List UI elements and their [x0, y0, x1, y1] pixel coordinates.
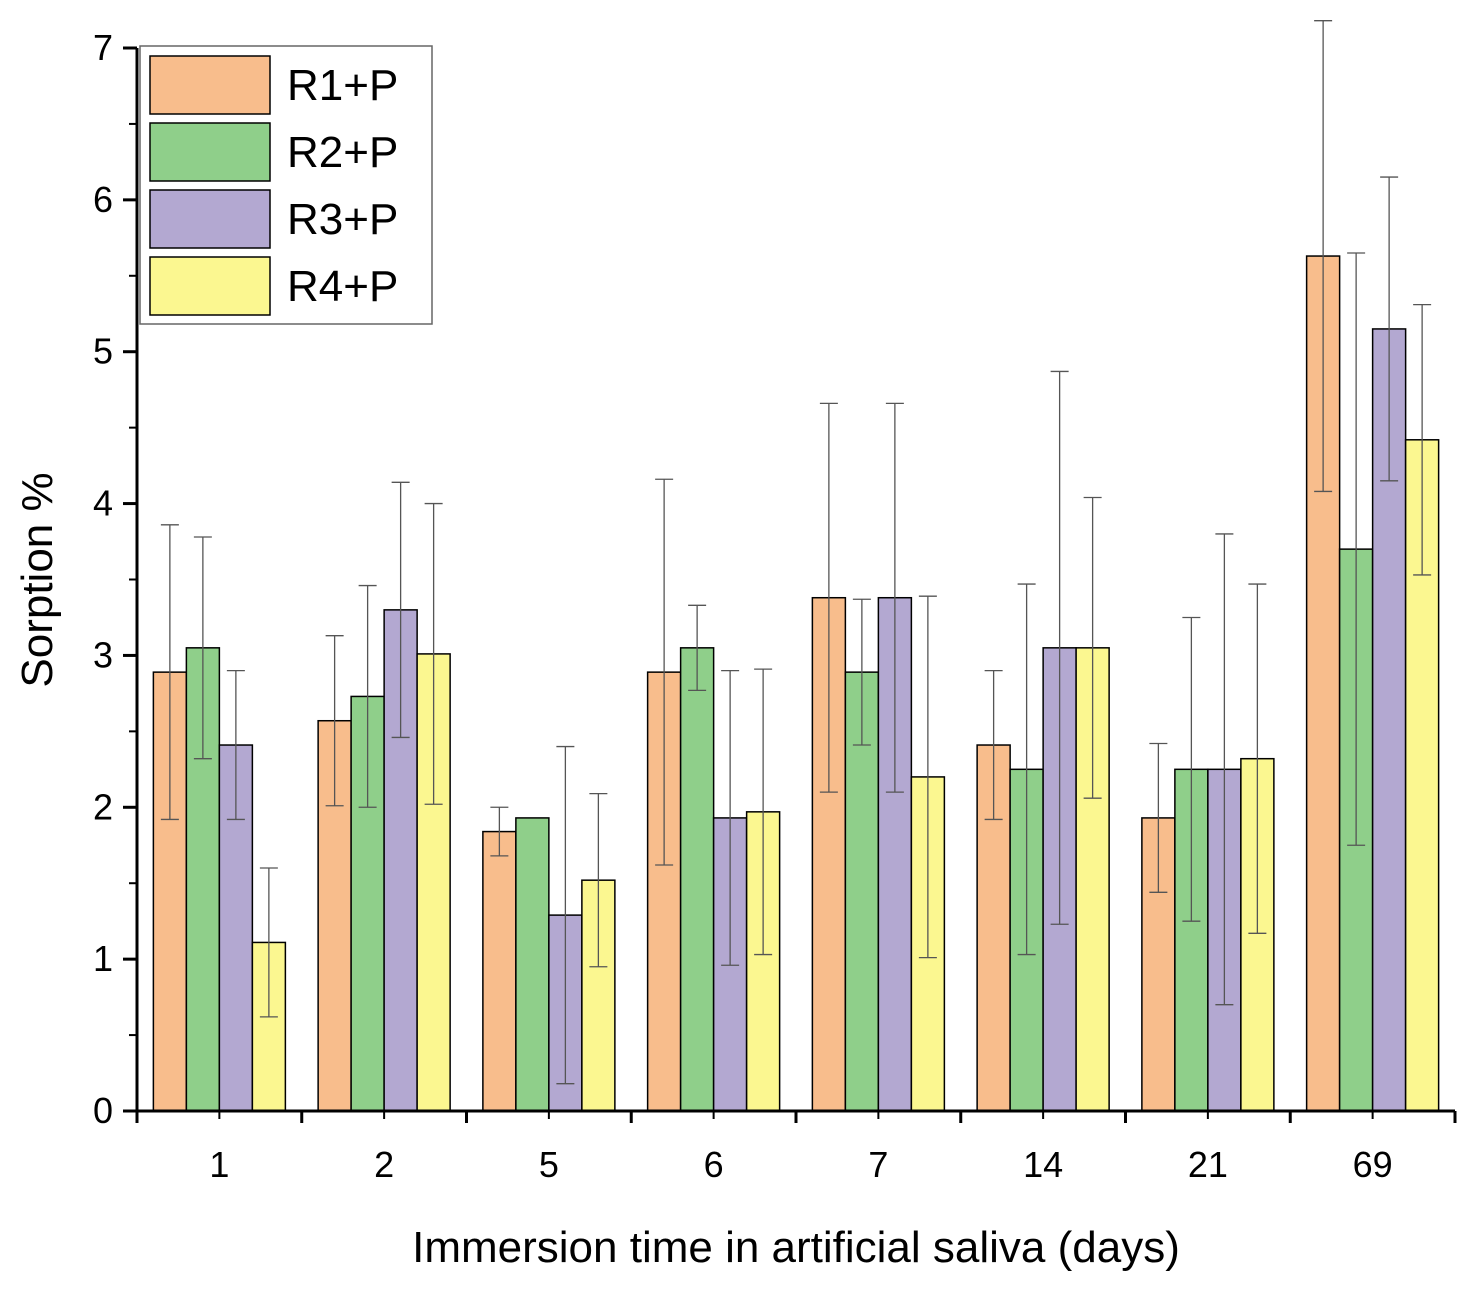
legend: R1+P R2+P R3+P R4+P	[139, 45, 433, 325]
y-ticks: 0 1 2 3 4 5 6 7	[93, 27, 137, 1131]
x-axis-title: Immersion time in artificial saliva (day…	[412, 1223, 1180, 1272]
y-tick-label: 0	[93, 1090, 113, 1131]
x-tick-label: 69	[1353, 1144, 1393, 1185]
bar-r2-plus-p	[679, 647, 715, 1112]
x-tick-label: 21	[1188, 1144, 1228, 1185]
legend-label: R3+P	[287, 195, 398, 244]
y-tick-label: 5	[93, 331, 113, 372]
legend-label: R1+P	[287, 61, 398, 110]
legend-label: R4+P	[287, 262, 398, 311]
bar-r1-plus-p	[482, 830, 517, 1112]
y-tick-label: 3	[93, 634, 113, 675]
y-tick-label: 7	[93, 27, 113, 68]
bars-layer	[152, 255, 1440, 1112]
y-tick-label: 6	[93, 179, 113, 220]
x-ticks: 1 2 5 6 7 14 21 69	[135, 1111, 1457, 1185]
y-axis-title: Sorption %	[13, 472, 62, 687]
legend-label: R2+P	[287, 128, 398, 177]
x-tick-label: 7	[868, 1144, 888, 1185]
x-tick-label: 5	[539, 1144, 559, 1185]
legend-swatch	[149, 256, 271, 316]
error-bars-layer	[160, 20, 1432, 1085]
y-tick-label: 2	[93, 786, 113, 827]
y-tick-label: 4	[93, 483, 113, 524]
x-tick-label: 2	[374, 1144, 394, 1185]
legend-swatch	[149, 55, 271, 115]
bar-r2-plus-p	[515, 817, 550, 1112]
x-tick-label: 6	[704, 1144, 724, 1185]
legend-swatch	[149, 122, 271, 182]
x-tick-label: 1	[209, 1144, 229, 1185]
y-tick-label: 1	[93, 938, 113, 979]
x-tick-label: 14	[1023, 1144, 1063, 1185]
legend-swatch	[149, 189, 271, 249]
